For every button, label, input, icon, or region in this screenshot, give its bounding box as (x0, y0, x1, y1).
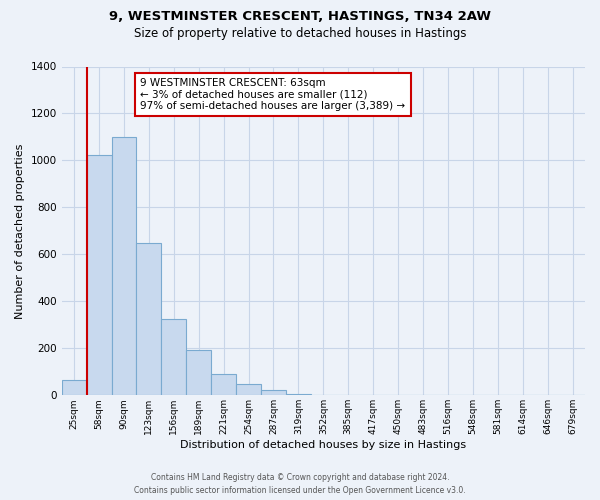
Bar (236, 384, 261, 396)
Text: 9 WESTMINSTER CRESCENT: 63sqm
← 3% of detached houses are smaller (112)
97% of s: 9 WESTMINSTER CRESCENT: 63sqm ← 3% of de… (140, 78, 405, 111)
X-axis label: Distribution of detached houses by size in Hastings: Distribution of detached houses by size … (180, 440, 466, 450)
Bar (311, 394, 336, 396)
Bar (211, 374, 236, 396)
Bar (186, 350, 211, 396)
Bar (112, 137, 136, 396)
Text: 9, WESTMINSTER CRESCENT, HASTINGS, TN34 2AW: 9, WESTMINSTER CRESCENT, HASTINGS, TN34 … (109, 10, 491, 23)
Bar (261, 390, 286, 396)
Text: Size of property relative to detached houses in Hastings: Size of property relative to detached ho… (134, 28, 466, 40)
Bar (86, 154, 112, 396)
Bar (161, 319, 186, 396)
Y-axis label: Number of detached properties: Number of detached properties (15, 143, 25, 318)
Bar (62, 380, 86, 396)
Bar (286, 394, 311, 396)
Text: Contains HM Land Registry data © Crown copyright and database right 2024.
Contai: Contains HM Land Registry data © Crown c… (134, 473, 466, 495)
Bar (136, 242, 161, 396)
